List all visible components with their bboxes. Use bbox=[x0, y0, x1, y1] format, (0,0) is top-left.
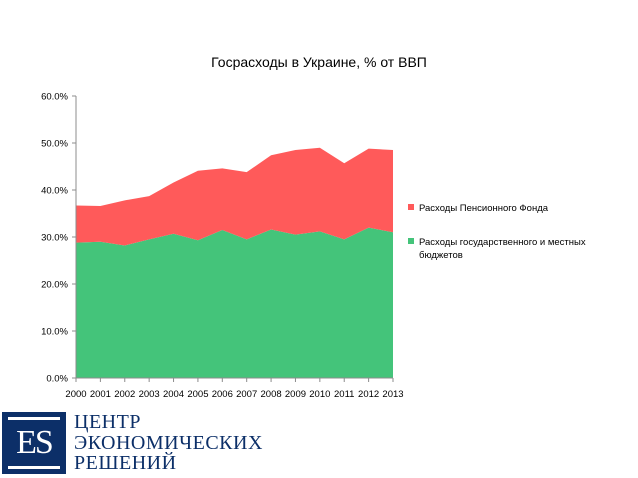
x-tick-label: 2012 bbox=[358, 389, 379, 400]
legend-label-1: Расходы Пенсионного Фонда bbox=[419, 203, 549, 214]
legend-swatch-2 bbox=[408, 238, 414, 244]
x-tick-label: 2005 bbox=[187, 389, 208, 400]
legend-label-2: Расходы государственного и местных бюджет… bbox=[419, 237, 586, 261]
x-tick-label: 2001 bbox=[90, 389, 111, 400]
logo-text: ЦЕНТР ЭКОНОМИЧЕСКИХ РЕШЕНИЙ bbox=[74, 412, 263, 474]
chart-title: Госрасходы в Украине, % от ВВП bbox=[211, 54, 427, 70]
logo-line-2: ЭКОНОМИЧЕСКИХ bbox=[74, 431, 263, 454]
x-tick-label: 2002 bbox=[114, 389, 135, 400]
x-tick-label: 2009 bbox=[285, 389, 306, 400]
logo-mark-letters: ES bbox=[16, 424, 54, 461]
x-tick-label: 2008 bbox=[261, 389, 282, 400]
x-tick-label: 2006 bbox=[212, 389, 233, 400]
y-tick-label: 30.0% bbox=[41, 233, 68, 244]
x-tick-label: 2000 bbox=[65, 389, 86, 400]
y-axis-ticks: 0.0% 10.0% 20.0% 30.0% 40.0% 50.0% 60.0% bbox=[41, 92, 76, 385]
y-tick-label: 20.0% bbox=[41, 280, 68, 291]
x-tick-label: 2007 bbox=[236, 389, 257, 400]
area-series-2 bbox=[76, 147, 393, 246]
x-tick-label: 2011 bbox=[334, 389, 354, 400]
area-series-1 bbox=[76, 227, 393, 378]
x-tick-label: 2010 bbox=[309, 389, 330, 400]
x-tick-label: 2013 bbox=[382, 389, 403, 400]
y-tick-label: 10.0% bbox=[41, 327, 68, 338]
x-tick-label: 2003 bbox=[139, 389, 160, 400]
x-axis-ticks: 2000 2001 2002 2003 2004 2005 2006 2007 2008 2009… bbox=[65, 378, 404, 400]
logo-line-1: ЦЕНТР bbox=[74, 411, 141, 433]
y-tick-label: 0.0% bbox=[46, 374, 68, 385]
logo-mark: ES bbox=[2, 412, 66, 474]
x-tick-label: 2004 bbox=[163, 389, 184, 400]
legend: Расходы Пенсионного Фонда Расходы государ… bbox=[408, 203, 586, 261]
area-chart: Госрасходы в Украине, % от ВВП 0.0% 10.0%… bbox=[41, 54, 586, 400]
plot-area bbox=[76, 147, 393, 378]
y-tick-label: 40.0% bbox=[41, 186, 68, 197]
logo: ES ЦЕНТР ЭКОНОМИЧЕСКИХ РЕШЕНИЙ bbox=[2, 412, 262, 474]
y-tick-label: 50.0% bbox=[41, 139, 68, 150]
logo-line-3: РЕШЕНИЙ bbox=[74, 452, 177, 474]
legend-swatch-1 bbox=[408, 204, 414, 210]
y-tick-label: 60.0% bbox=[41, 92, 68, 103]
